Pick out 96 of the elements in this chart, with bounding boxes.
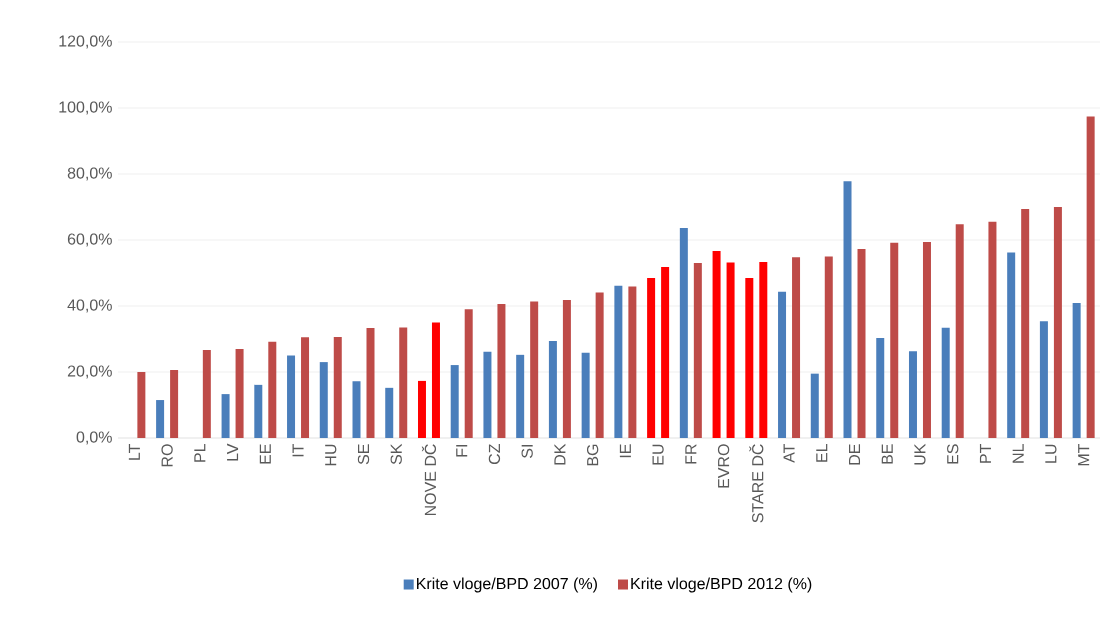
x-tick-label: EL bbox=[816, 444, 828, 462]
bar bbox=[890, 242, 899, 438]
bar bbox=[333, 337, 342, 438]
bar bbox=[516, 354, 525, 438]
bar bbox=[156, 400, 165, 438]
x-tick-label: IE bbox=[619, 444, 631, 458]
x-tick-label: FR bbox=[685, 444, 697, 464]
bar bbox=[759, 262, 768, 438]
x-tick-label: PT bbox=[979, 443, 991, 463]
bar bbox=[778, 291, 787, 438]
bar bbox=[941, 327, 950, 438]
bar bbox=[792, 257, 801, 438]
bar bbox=[464, 309, 473, 438]
bar bbox=[385, 387, 394, 438]
bar bbox=[628, 286, 637, 438]
bar bbox=[988, 221, 997, 438]
bar bbox=[417, 380, 426, 438]
bar bbox=[595, 292, 604, 438]
x-tick-label: NOVE DČ bbox=[421, 444, 437, 516]
x-tick-label: SI bbox=[521, 445, 533, 458]
bar bbox=[497, 304, 506, 438]
bar bbox=[1007, 252, 1016, 438]
legend-label: Krite vloge/BPD 2007 (%) bbox=[417, 577, 597, 593]
bar bbox=[548, 340, 557, 438]
x-tick-label: IT bbox=[292, 443, 304, 457]
bar bbox=[679, 228, 688, 438]
x-tick-label: FI bbox=[456, 445, 468, 457]
x-tick-label: AT bbox=[783, 443, 795, 463]
x-tick-label: BG bbox=[586, 444, 599, 466]
x-tick-label: PL bbox=[194, 444, 206, 462]
bar bbox=[693, 263, 702, 438]
bar bbox=[287, 355, 296, 438]
bar bbox=[319, 362, 328, 438]
x-tick-label: RO bbox=[161, 444, 173, 467]
bar bbox=[1039, 321, 1048, 438]
bar bbox=[908, 351, 917, 438]
x-tick-label: EE bbox=[259, 444, 271, 464]
bar bbox=[824, 256, 833, 438]
bar bbox=[810, 373, 819, 438]
bar bbox=[450, 365, 459, 438]
bar bbox=[366, 328, 375, 438]
bar bbox=[1072, 303, 1081, 438]
bar bbox=[922, 241, 931, 438]
x-tick-label: ES bbox=[947, 444, 959, 464]
bar bbox=[712, 250, 721, 438]
bar bbox=[530, 301, 539, 438]
bar bbox=[1053, 207, 1062, 438]
bar bbox=[661, 267, 670, 438]
bar bbox=[202, 349, 211, 438]
bar bbox=[955, 224, 964, 438]
y-tick-label: 20,0% bbox=[67, 365, 112, 379]
bar bbox=[399, 327, 408, 438]
y-tick-label: 40,0% bbox=[67, 299, 112, 313]
x-tick-label: UK bbox=[914, 443, 926, 465]
bar bbox=[301, 337, 310, 438]
bar bbox=[647, 277, 656, 438]
x-tick-label: EU bbox=[652, 444, 664, 465]
bar bbox=[268, 341, 277, 438]
bar bbox=[221, 394, 230, 438]
x-tick-label: SK bbox=[390, 443, 402, 465]
bar bbox=[726, 262, 735, 438]
x-tick-label: LT bbox=[128, 443, 140, 460]
x-tick-label: DK bbox=[554, 443, 566, 465]
bar bbox=[614, 285, 623, 438]
y-tick-label: 120,0% bbox=[59, 35, 112, 49]
bar bbox=[170, 370, 179, 438]
x-tick-label: HU bbox=[325, 444, 337, 466]
bar bbox=[1021, 208, 1030, 438]
y-tick-label: 0,0% bbox=[76, 431, 112, 445]
bar bbox=[352, 381, 361, 438]
bar bbox=[1086, 116, 1095, 438]
bar bbox=[857, 248, 866, 438]
x-tick-label: DE bbox=[849, 444, 861, 465]
bar bbox=[137, 372, 146, 438]
y-tick-label: 80,0% bbox=[67, 167, 112, 181]
bar bbox=[235, 348, 244, 438]
x-tick-label: CZ bbox=[488, 444, 501, 465]
x-tick-label: BE bbox=[881, 444, 893, 464]
x-tick-label: MT bbox=[1078, 443, 1090, 466]
y-tick-label: 100,0% bbox=[59, 101, 112, 115]
x-tick-label: NL bbox=[1012, 444, 1024, 463]
bar bbox=[843, 181, 852, 438]
x-tick-label: LU bbox=[1045, 444, 1057, 463]
bar bbox=[254, 384, 263, 438]
x-tick-label: LV bbox=[227, 443, 239, 461]
bar bbox=[483, 351, 492, 438]
y-tick-label: 60,0% bbox=[67, 233, 112, 247]
bar bbox=[876, 338, 885, 438]
bar bbox=[745, 277, 754, 438]
bar bbox=[581, 352, 590, 438]
bar bbox=[562, 300, 571, 438]
bar bbox=[431, 322, 440, 438]
x-tick-label: SE bbox=[357, 444, 370, 465]
legend-label: Krite vloge/BPD 2012 (%) bbox=[631, 577, 812, 593]
x-tick-label: STARE DČ bbox=[749, 444, 764, 523]
x-tick-label: EVRO bbox=[717, 444, 730, 488]
